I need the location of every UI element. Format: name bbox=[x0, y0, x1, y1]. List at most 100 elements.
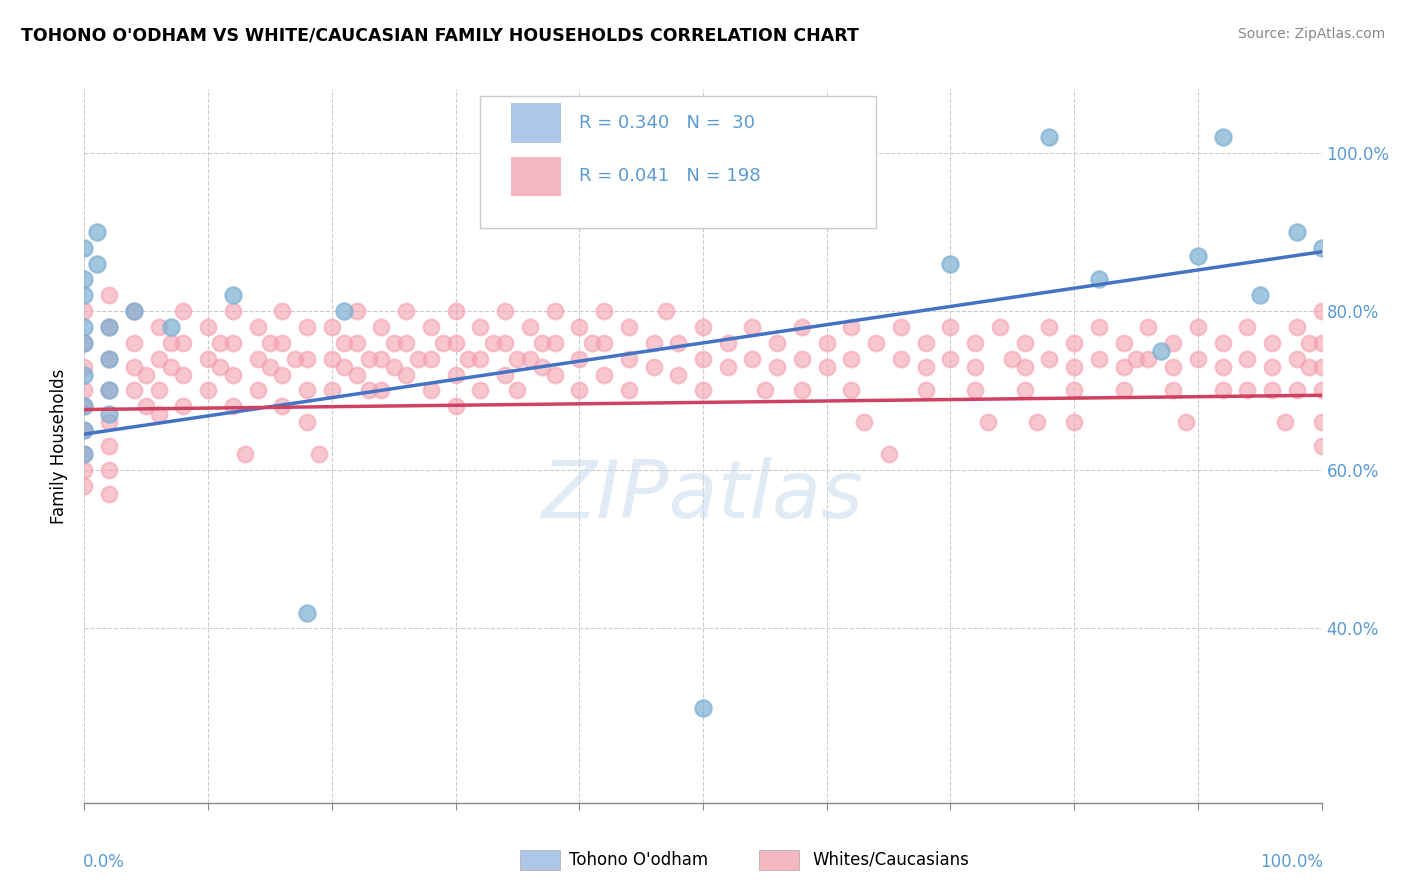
Point bbox=[1137, 320, 1160, 334]
Point bbox=[1261, 384, 1284, 398]
Point bbox=[333, 359, 356, 374]
Point bbox=[222, 368, 245, 382]
Point bbox=[568, 384, 591, 398]
Point bbox=[122, 359, 145, 374]
Point bbox=[73, 384, 96, 398]
Point bbox=[890, 320, 912, 334]
Point bbox=[122, 304, 145, 318]
Point bbox=[73, 320, 96, 334]
Point bbox=[692, 700, 714, 714]
Point bbox=[382, 335, 405, 350]
Point bbox=[333, 304, 356, 318]
Point bbox=[581, 335, 603, 350]
Point bbox=[841, 384, 863, 398]
Point bbox=[197, 320, 219, 334]
Point bbox=[1174, 415, 1197, 429]
Point bbox=[444, 304, 467, 318]
Bar bbox=[512, 103, 561, 143]
Point bbox=[865, 335, 887, 350]
Point bbox=[419, 384, 441, 398]
Point bbox=[717, 335, 740, 350]
Point bbox=[617, 384, 640, 398]
Point bbox=[617, 351, 640, 366]
Point bbox=[271, 304, 294, 318]
Point bbox=[98, 384, 121, 398]
Point bbox=[160, 320, 183, 334]
Point bbox=[790, 320, 813, 334]
Point bbox=[877, 447, 900, 461]
Point bbox=[148, 320, 170, 334]
Point bbox=[73, 359, 96, 374]
Point bbox=[1088, 272, 1111, 286]
Point bbox=[346, 304, 368, 318]
Point bbox=[148, 384, 170, 398]
Point bbox=[494, 368, 516, 382]
Point bbox=[122, 304, 145, 318]
Point bbox=[939, 257, 962, 271]
Point bbox=[444, 368, 467, 382]
Point bbox=[666, 368, 689, 382]
Point bbox=[1125, 351, 1147, 366]
Point bbox=[1038, 320, 1060, 334]
Point bbox=[1249, 288, 1271, 302]
Point bbox=[543, 368, 565, 382]
Point bbox=[98, 384, 121, 398]
Point bbox=[73, 272, 96, 286]
Point bbox=[470, 320, 492, 334]
Point bbox=[1261, 335, 1284, 350]
Point bbox=[815, 359, 838, 374]
Point bbox=[321, 351, 343, 366]
Point bbox=[1187, 351, 1209, 366]
Point bbox=[222, 335, 245, 350]
Point bbox=[568, 320, 591, 334]
Point bbox=[914, 359, 936, 374]
Point bbox=[73, 400, 96, 414]
Point bbox=[754, 384, 776, 398]
Point bbox=[1150, 343, 1173, 358]
Point bbox=[197, 384, 219, 398]
Point bbox=[790, 351, 813, 366]
Point bbox=[444, 400, 467, 414]
Text: 100.0%: 100.0% bbox=[1260, 853, 1323, 871]
Point bbox=[222, 304, 245, 318]
Point bbox=[1212, 359, 1234, 374]
Point bbox=[73, 463, 96, 477]
Point bbox=[494, 335, 516, 350]
Point bbox=[73, 400, 96, 414]
Point bbox=[1014, 359, 1036, 374]
Point bbox=[122, 335, 145, 350]
Point bbox=[965, 335, 987, 350]
Point bbox=[543, 335, 565, 350]
Point bbox=[395, 335, 418, 350]
Point bbox=[98, 463, 121, 477]
Point bbox=[419, 351, 441, 366]
Point bbox=[222, 288, 245, 302]
Text: ZIPatlas: ZIPatlas bbox=[541, 457, 865, 535]
Point bbox=[73, 423, 96, 437]
Point bbox=[939, 320, 962, 334]
Point bbox=[494, 304, 516, 318]
Point bbox=[148, 407, 170, 421]
Point bbox=[357, 384, 380, 398]
Point bbox=[148, 351, 170, 366]
Text: TOHONO O'ODHAM VS WHITE/CAUCASIAN FAMILY HOUSEHOLDS CORRELATION CHART: TOHONO O'ODHAM VS WHITE/CAUCASIAN FAMILY… bbox=[21, 27, 859, 45]
Point bbox=[766, 335, 789, 350]
Point bbox=[1310, 304, 1333, 318]
Point bbox=[98, 407, 121, 421]
Point bbox=[506, 384, 529, 398]
Point bbox=[73, 335, 96, 350]
Point bbox=[1187, 320, 1209, 334]
Point bbox=[98, 486, 121, 500]
Point bbox=[160, 335, 183, 350]
Point bbox=[73, 447, 96, 461]
Point bbox=[790, 384, 813, 398]
Point bbox=[295, 384, 318, 398]
Point bbox=[568, 351, 591, 366]
Point bbox=[209, 335, 232, 350]
Point bbox=[382, 359, 405, 374]
Point bbox=[965, 384, 987, 398]
Point bbox=[98, 320, 121, 334]
Text: Tohono O'odham: Tohono O'odham bbox=[569, 851, 709, 869]
Point bbox=[457, 351, 479, 366]
Text: Whites/Caucasians: Whites/Caucasians bbox=[813, 851, 970, 869]
